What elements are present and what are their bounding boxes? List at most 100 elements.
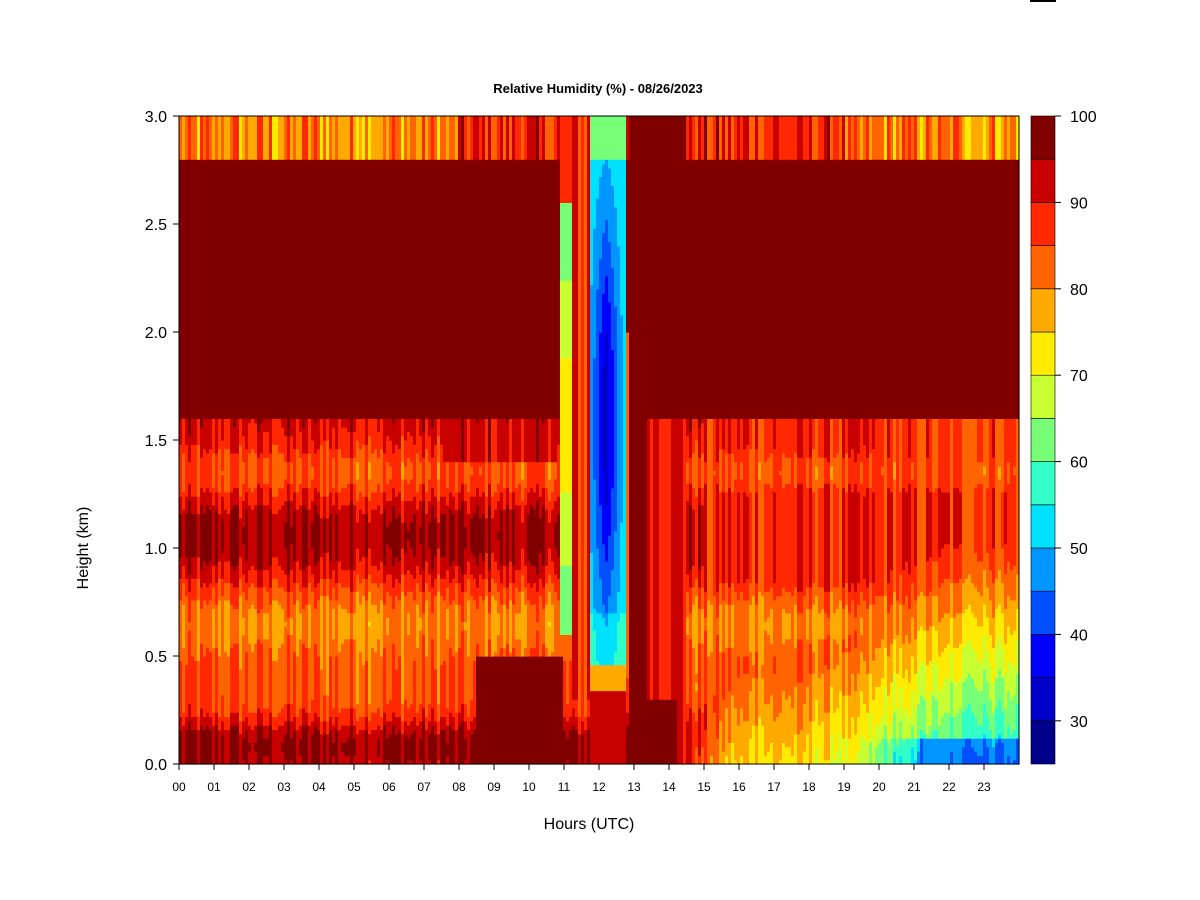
heatmap-cell [683,116,687,419]
heatmap-cell [434,496,438,519]
heatmap-cell [503,647,507,657]
heatmap-cell [302,725,306,765]
heatmap-cell [824,159,828,419]
heatmap-cell [788,612,792,640]
heatmap-cell [896,673,900,709]
heatmap-cell [869,673,873,713]
heatmap-cell [917,116,921,160]
heatmap-cell [1004,491,1008,545]
heatmap-cell [377,431,381,458]
heatmap-cell [818,116,822,160]
heatmap-cell [992,712,996,739]
heatmap-cell [770,487,774,588]
heatmap-cell [191,513,195,558]
heatmap-cell [470,552,474,575]
heatmap-cell [512,656,516,765]
heatmap-cell [623,612,627,666]
heatmap-cell [512,565,516,584]
heatmap-cell [389,465,393,480]
heatmap-cell [539,552,543,579]
heatmap-cell [350,707,354,726]
heatmap-cell [929,591,933,627]
heatmap-cell [533,582,537,605]
heatmap-cell [821,159,825,419]
heatmap-cell [722,599,726,653]
heatmap-cell [236,487,240,506]
heatmap-cell [860,418,864,463]
heatmap-cell [212,116,216,160]
heatmap-cell [284,500,288,523]
heatmap-cell [473,461,477,497]
heatmap-cell [455,712,459,731]
heatmap-cell [227,448,231,493]
heatmap-cell [353,457,357,484]
heatmap-cell [701,504,705,566]
heatmap-cell [401,500,405,523]
heatmap-cell [236,712,240,726]
heatmap-cell [569,565,573,635]
heatmap-cell [380,418,384,450]
heatmap-cell [290,116,294,160]
heatmap-cell [407,759,411,765]
heatmap-cell [389,159,393,419]
heatmap-cell [194,513,198,558]
heatmap-cell [800,418,804,458]
heatmap-cell [953,582,957,618]
heatmap-cell [896,116,900,160]
heatmap-cell [935,699,939,731]
heatmap-cell [695,116,699,160]
heatmap-cell [734,159,738,419]
heatmap-cell [440,664,444,718]
heatmap-cell [464,500,468,527]
heatmap-cell [818,487,822,588]
heatmap-cell [539,595,543,657]
heatmap-cell [701,565,705,588]
heatmap-cell [539,496,543,519]
heatmap-cell [242,634,246,705]
heatmap-cell [857,582,861,605]
heatmap-cell [758,116,762,160]
heatmap-cell [731,604,735,648]
heatmap-cell [359,418,363,450]
heatmap-cell [737,677,741,726]
heatmap-cell [878,159,882,419]
heatmap-cell [701,422,705,454]
heatmap-cell [359,604,363,653]
heatmap-cell [491,418,495,463]
x-tick-label: 01 [207,780,221,794]
heatmap-cell [899,604,903,648]
heatmap-cell [287,591,291,618]
heatmap-cell [953,159,957,419]
heatmap-cell [242,617,246,635]
heatmap-cell [890,604,894,644]
heatmap-cell [320,418,324,445]
heatmap-cell [437,478,441,502]
heatmap-cell [344,569,348,588]
heatmap-cell [1013,759,1017,765]
heatmap-cell [218,560,222,579]
heatmap-cell [752,159,756,419]
heatmap-cell [215,725,219,765]
heatmap-cell [212,725,216,765]
heatmap-cell [383,712,387,726]
heatmap-cell [770,586,774,610]
heatmap-cell [266,738,270,756]
heatmap-cell [431,487,435,506]
heatmap-cell [977,690,981,726]
heatmap-cell [311,522,315,549]
heatmap-cell [770,452,774,489]
heatmap-cell [185,664,189,718]
heatmap-cell [980,159,984,419]
heatmap-cell [329,491,333,515]
heatmap-cell [320,556,324,579]
heatmap-cell [728,586,732,605]
heatmap-cell [401,435,405,463]
heatmap-cell [434,444,438,497]
colorbar-swatch [1030,331,1056,376]
heatmap-cell [527,560,531,584]
heatmap-cell [221,496,225,519]
heatmap-cell [911,418,915,463]
heatmap-cell [269,604,273,648]
heatmap-cell [299,591,303,614]
heatmap-cell [464,461,468,484]
